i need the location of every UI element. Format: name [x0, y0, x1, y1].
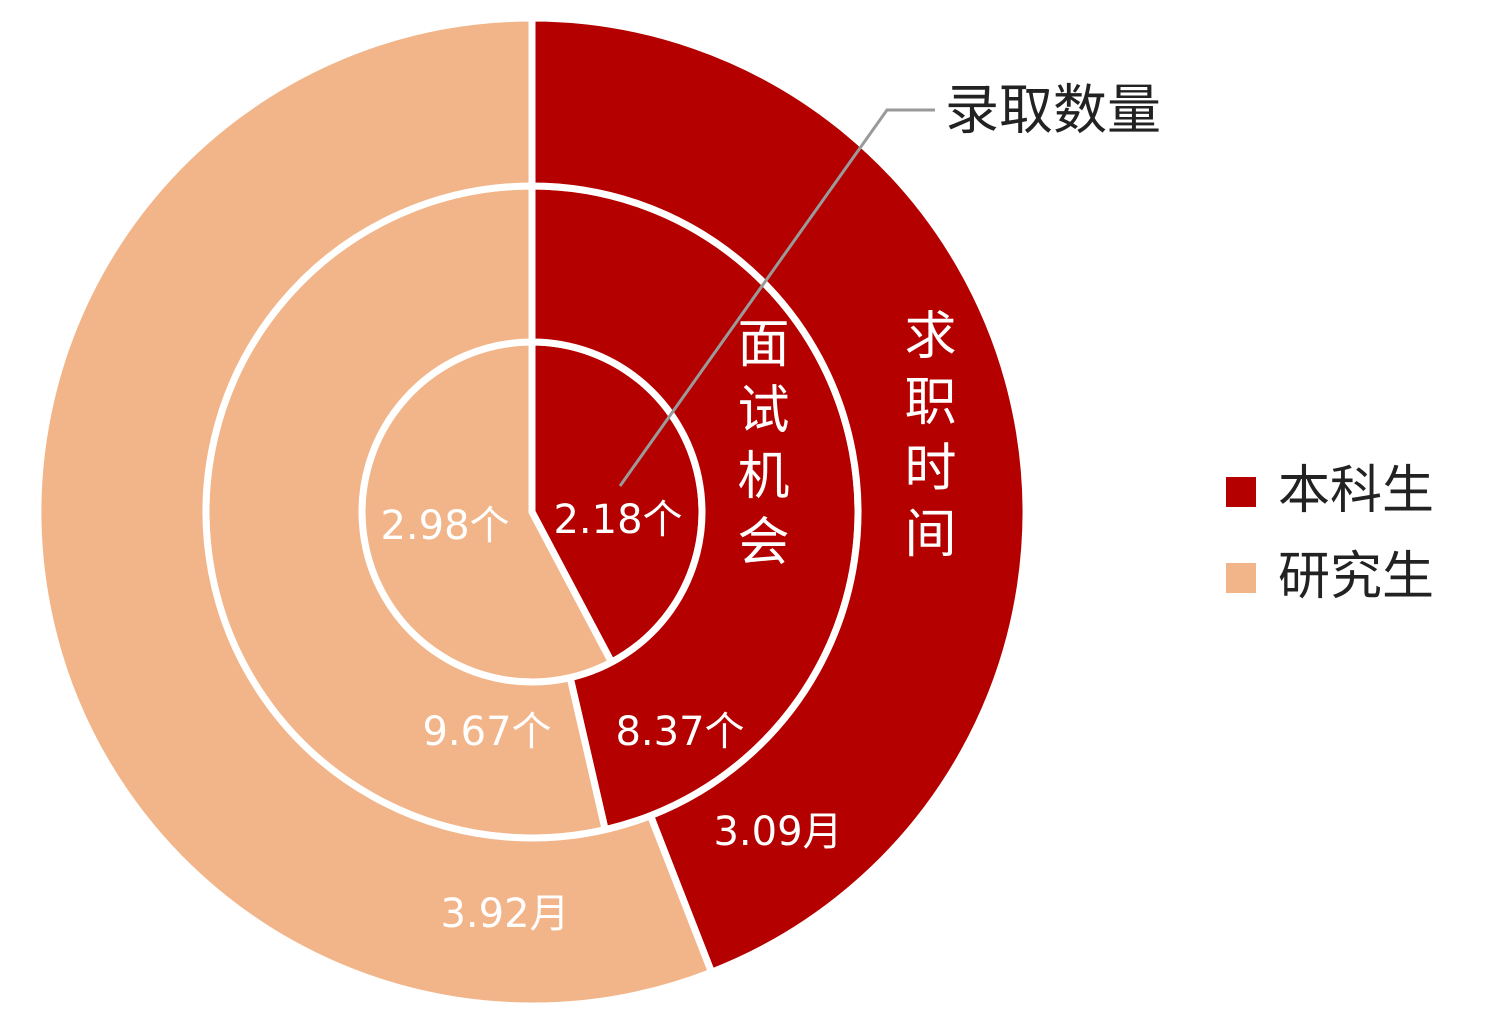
value-label: 3.92月	[440, 891, 569, 937]
ring-label: 录取数量	[945, 79, 1161, 142]
value-label: 8.37个	[615, 709, 744, 755]
legend-label: 本科生	[1278, 461, 1434, 521]
value-label: 9.67个	[422, 709, 551, 755]
value-label: 2.18个	[553, 497, 682, 543]
legend-swatch	[1226, 477, 1256, 507]
pie-segment	[528, 14, 1030, 976]
ring-label: 面试机会	[728, 316, 788, 580]
legend-label: 研究生	[1278, 547, 1434, 607]
legend-swatch	[1226, 563, 1256, 593]
leader-line	[618, 108, 935, 487]
pie-segment	[34, 14, 716, 1010]
ring-label: 求职时间	[895, 308, 955, 572]
value-label: 2.98个	[380, 503, 509, 549]
value-label: 3.09月	[713, 809, 842, 855]
